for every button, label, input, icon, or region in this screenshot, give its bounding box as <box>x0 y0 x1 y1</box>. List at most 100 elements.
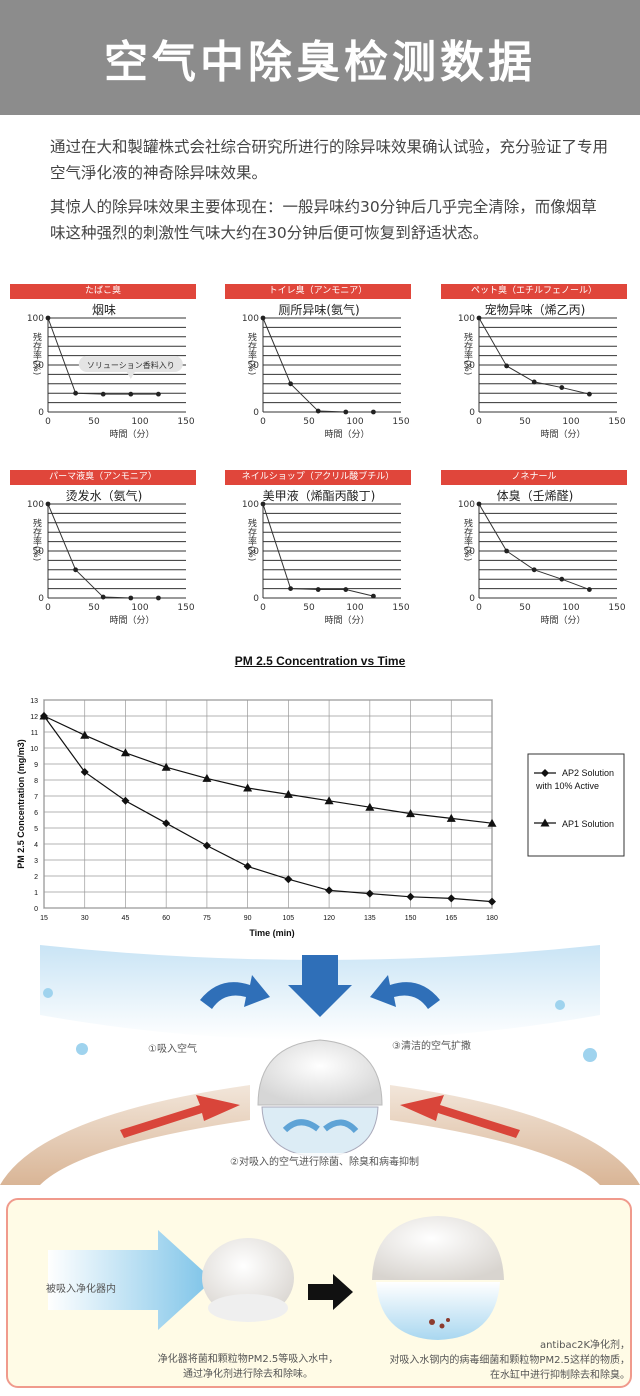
y-tick-label: 3 <box>34 858 38 865</box>
data-point-triangle <box>161 762 171 771</box>
x-tick-label: 50 <box>88 417 100 427</box>
chart-band-label: ペット臭（エチルフェノール） <box>441 284 627 299</box>
x-tick-label: 0 <box>45 417 51 427</box>
legend-diamond <box>541 769 549 777</box>
y-tick-label: 0 <box>34 906 38 913</box>
data-point <box>260 501 266 507</box>
annotation-text: ソリューション香料入り <box>87 360 175 370</box>
series-line <box>262 503 374 597</box>
y-tick-label: 0 <box>253 594 259 604</box>
data-point <box>559 385 565 390</box>
x-tick-label: 150 <box>608 417 625 427</box>
y-tick-label: 50 <box>464 547 476 557</box>
purification-flow-box: 被吸入净化器内 净化器将菌和颗粒物PM2.5等吸入水中， 通过净化剂进行除去和除… <box>6 1198 632 1388</box>
y-tick-label: 7 <box>34 794 38 801</box>
data-point <box>504 363 509 369</box>
x-tick-label: 100 <box>131 417 148 427</box>
data-point <box>476 501 482 507</box>
y-tick-label: 50 <box>248 547 260 557</box>
x-tick-label: 15 <box>40 915 48 922</box>
intake-arrow <box>48 1230 213 1330</box>
x-axis-label: 時間（分） <box>109 615 154 626</box>
intro-paragraph-2: 其惊人的除异味效果主要体现在：一般异味约30分钟后几乎完全清除，而像烟草味这种强… <box>50 198 597 242</box>
x-tick-label: 30 <box>81 915 89 922</box>
legend-label-ap2: AP2 Solution <box>562 768 614 778</box>
data-point <box>504 548 509 554</box>
data-point-diamond <box>121 796 130 805</box>
data-point <box>587 391 592 397</box>
chart-subtitle: 体臭（壬烯醛) <box>497 488 574 503</box>
data-point <box>73 567 78 573</box>
data-point-diamond <box>365 889 374 898</box>
data-point <box>343 587 349 592</box>
chart-subtitle: 烫发水（氨气) <box>66 488 143 503</box>
data-point <box>371 593 376 599</box>
x-axis-label: 時間（分） <box>324 429 369 440</box>
data-point <box>128 595 134 601</box>
x-tick-label: 150 <box>177 603 194 613</box>
legend-label-ap2-sub: with 10% Active <box>535 781 599 791</box>
intro-paragraph-1: 通过在大和製罐株式会社综合研究所进行的除异味效果确认试验，充分验证了专用空气淨化… <box>50 138 609 182</box>
odor-chart-pet: ペット臭（エチルフェノール） 宠物异味（烯乙丙) 100 50 0 0 50 100 150 時… <box>441 284 629 440</box>
x-tick-label: 0 <box>476 603 482 613</box>
step-3-label: ③清洁的空气扩撒 <box>392 1039 471 1052</box>
bubble <box>76 1043 88 1055</box>
data-point <box>288 381 293 387</box>
y-tick-label: 13 <box>30 698 38 705</box>
x-tick-label: 50 <box>88 603 100 613</box>
x-tick-label: 135 <box>364 915 376 922</box>
blue-arrow-down <box>288 955 352 1017</box>
data-point-diamond <box>488 897 496 906</box>
data-point <box>45 501 51 507</box>
y-tick-label: 6 <box>34 810 38 817</box>
data-point <box>315 587 321 592</box>
pm-legend: AP2 Solution with 10% Active AP1 Solution <box>527 753 625 857</box>
x-tick-label: 150 <box>405 915 417 922</box>
purifier-large-tank <box>376 1282 500 1340</box>
data-point-triangle <box>406 809 416 818</box>
purifier-large-dome <box>372 1216 504 1280</box>
x-tick-label: 100 <box>131 603 148 613</box>
flow-caption-left: 净化器将菌和颗粒物PM2.5等吸入水中， 通过净化剂进行除去和除味。 <box>157 1354 339 1380</box>
data-point-diamond <box>243 862 252 871</box>
chart-subtitle: 美甲液（烯酯丙酸丁) <box>263 488 376 503</box>
y-tick-label: 50 <box>33 361 45 371</box>
x-tick-label: 150 <box>392 603 409 613</box>
blue-arrow-left <box>200 975 270 1009</box>
red-arrow-left <box>120 1095 240 1138</box>
data-point <box>587 587 592 592</box>
chart-band-label: パーマ液臭（アンモニア） <box>10 470 196 485</box>
data-point-diamond <box>406 892 415 901</box>
y-axis-label: 残存率(%) <box>246 332 257 376</box>
bubble <box>555 1000 565 1010</box>
series-line <box>478 503 590 591</box>
data-point-triangle <box>39 711 49 720</box>
pm-chart: AP2 Solution with 10% Active AP1 Solution … <box>0 676 640 942</box>
data-point <box>531 567 537 573</box>
step-2-label: ②对吸入的空气进行除菌、除臭和病毒抑制 <box>230 1155 419 1168</box>
odor-chart-tobacco: たばこ臭 烟味 100 50 0 0 50 100 150 時間（分） 残存率(%) ソリューション… <box>10 284 198 440</box>
y-tick-label: 100 <box>242 500 259 510</box>
y-axis-label: 残存率(%) <box>31 332 42 376</box>
chart-band-label: たばこ臭 <box>10 284 196 299</box>
y-tick-label: 8 <box>34 778 38 785</box>
bubble <box>43 988 53 998</box>
data-point-triangle <box>324 796 334 805</box>
red-arrow-right <box>400 1095 520 1138</box>
y-axis-label: 残存率(%) <box>462 332 473 376</box>
series-line <box>43 715 493 903</box>
data-point <box>100 391 106 397</box>
x-tick-label: 120 <box>323 915 335 922</box>
flow-illustration <box>48 1216 504 1340</box>
data-point-triangle <box>446 813 456 822</box>
x-tick-label: 0 <box>45 603 51 613</box>
x-axis-label: 時間（分） <box>324 615 369 626</box>
swirl-arrow <box>282 1119 320 1133</box>
x-tick-label: 50 <box>519 603 531 613</box>
particle <box>429 1319 435 1325</box>
data-point <box>45 315 51 321</box>
y-axis-label: PM 2.5 Concentration (mg/m3) <box>16 739 26 869</box>
x-tick-label: 105 <box>283 915 295 922</box>
intro-text: 通过在大和製罐株式会社综合研究所进行的除异味效果确认试验，充分验证了专用空气淨化… <box>50 134 610 254</box>
